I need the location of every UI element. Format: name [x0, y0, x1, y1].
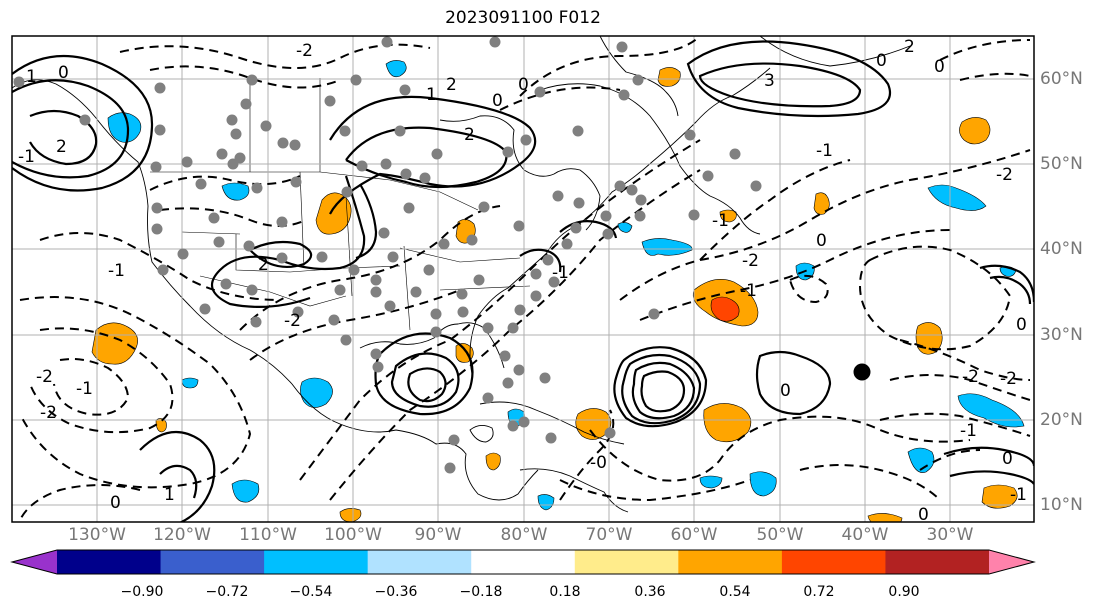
contour-label: -2 — [962, 367, 979, 387]
contour-label: 0 — [816, 231, 827, 251]
colorbar-outline — [10, 549, 1036, 575]
gridlines — [12, 36, 1034, 522]
latitude-label: 60°N — [1040, 69, 1083, 89]
shaded-negative-anomalies — [107, 60, 1025, 511]
dashed-contours — [19, 36, 1031, 521]
colorbar-segment — [367, 550, 472, 574]
colorbar-extend-high — [989, 550, 1034, 574]
longitude-label: 130°W — [68, 525, 126, 545]
latitude-label: 50°N — [1040, 154, 1083, 174]
contour-label: -1 — [816, 141, 833, 161]
black-marker — [853, 363, 871, 381]
longitude-label: 80°W — [500, 525, 548, 545]
contour-label: -1 — [960, 421, 977, 441]
colorbar-segment — [678, 550, 783, 574]
contour-label: -2 — [296, 41, 313, 61]
colorbar-tick-label: −0.54 — [289, 584, 333, 600]
longitude-label: 60°W — [670, 525, 718, 545]
contour-label: 3 — [764, 71, 775, 91]
longitude-label: 110°W — [239, 525, 297, 545]
colorbar-tick-label: −0.18 — [459, 584, 503, 600]
map-title: 2023091100 F012 — [445, 8, 601, 28]
contour-label: -1 — [76, 379, 93, 399]
contour-label: -0 — [590, 453, 607, 473]
contour-label: 1 — [164, 485, 175, 505]
latitude-label: 30°N — [1040, 325, 1083, 345]
map-frame — [11, 35, 1035, 523]
longitude-label: 90°W — [414, 525, 462, 545]
longitude-label: 30°W — [926, 525, 974, 545]
station-dots — [13, 36, 762, 474]
contour-label: 0 — [1002, 449, 1013, 469]
colorbar-segment — [574, 550, 679, 574]
colorbar-segment — [57, 550, 162, 574]
contour-labels: 1 2 0 2 1 2 0 3 0 2 0 0 -1 -2 -1 -2 -1 -… — [18, 37, 1027, 525]
contour-label: -1 — [1010, 485, 1027, 505]
contour-label: 0 — [876, 51, 887, 71]
latitude-label: 40°N — [1040, 239, 1083, 259]
colorbar-tick-label: −0.36 — [374, 584, 418, 600]
contour-label: 0 — [110, 493, 121, 513]
colorbar — [10, 549, 1036, 575]
longitude-label: 50°W — [756, 525, 804, 545]
contour-label: 2 — [464, 125, 475, 145]
longitude-label: 120°W — [153, 525, 211, 545]
longitude-label: 100°W — [324, 525, 382, 545]
colorbar-tick-label: −0.72 — [205, 584, 249, 600]
contour-label: 2 — [56, 137, 67, 157]
colorbar-tick-label: 0.18 — [549, 584, 581, 600]
contour-label: 2 — [258, 255, 269, 275]
contour-label: -1 — [740, 281, 757, 301]
contour-label: 0 — [934, 57, 945, 77]
contour-label: 0 — [518, 75, 529, 95]
colorbar-segment — [781, 550, 886, 574]
colorbar-segments — [12, 550, 1034, 574]
latitude-label: 10°N — [1040, 495, 1083, 515]
contour-label: -2 — [284, 311, 301, 331]
contour-label: -2 — [742, 251, 759, 271]
colorbar-tick-label: 0.72 — [803, 584, 835, 600]
colorbar-segment — [160, 550, 265, 574]
contour-label: 0 — [918, 505, 929, 525]
contour-label: -2 — [40, 403, 57, 423]
colorbar-segment — [885, 550, 990, 574]
longitude-label: 70°W — [585, 525, 633, 545]
contour-label: -2 — [1000, 369, 1017, 389]
colorbar-tick-label: 0.54 — [719, 584, 751, 600]
contour-label: 2 — [446, 75, 457, 95]
contour-label: 2 — [904, 37, 915, 57]
contour-label: -1 — [552, 263, 569, 283]
contour-label: -1 — [108, 261, 125, 281]
colorbar-tick-label: 0.90 — [888, 584, 920, 600]
contour-label: -1 — [18, 147, 35, 167]
contour-label: -2 — [36, 367, 53, 387]
political-boundaries — [150, 78, 531, 331]
colorbar-segment — [471, 550, 576, 574]
contour-label: 0 — [780, 381, 791, 401]
contour-label: 0 — [58, 63, 69, 83]
shaded-strong-positive-anomalies — [710, 296, 740, 322]
longitude-label: 40°W — [841, 525, 889, 545]
contour-label: 1 — [26, 67, 37, 87]
colorbar-segment — [264, 550, 369, 574]
contour-label: -1 — [712, 211, 729, 231]
contour-label: -2 — [996, 165, 1013, 185]
colorbar-tick-label: −0.90 — [120, 584, 164, 600]
colorbar-tick-label: 0.36 — [634, 584, 666, 600]
latitude-label: 20°N — [1040, 410, 1083, 430]
contour-label: 0 — [492, 91, 503, 111]
colorbar-extend-low — [12, 550, 57, 574]
contour-label: 1 — [426, 85, 437, 105]
contour-label: 0 — [1016, 315, 1027, 335]
map-panel: 1 2 0 2 1 2 0 3 0 2 0 0 -1 -2 -1 -2 -1 -… — [11, 35, 1035, 525]
